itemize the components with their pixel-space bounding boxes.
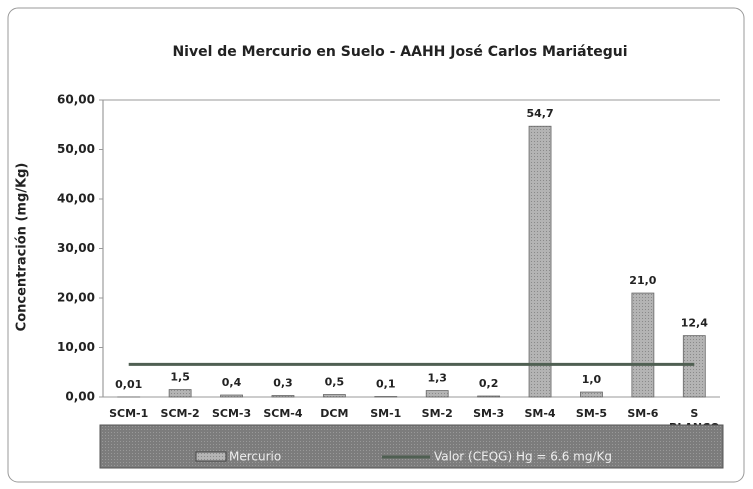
legend-box <box>99 424 724 469</box>
legend-swatch <box>195 451 227 462</box>
bar <box>528 125 552 398</box>
x-tick-label: SM-3 <box>473 407 504 420</box>
data-label: 1,3 <box>427 372 447 385</box>
bar <box>271 395 295 398</box>
data-label: 0,01 <box>115 378 142 391</box>
bar <box>631 292 655 398</box>
y-tick-label: 40,00 <box>57 192 95 206</box>
data-label: 21,0 <box>629 274 656 287</box>
y-tick-label: 20,00 <box>57 291 95 305</box>
x-tick-label: SCM-1 <box>109 407 148 420</box>
x-tick-label: SCM-3 <box>212 407 251 420</box>
x-tick-label: SCM-4 <box>263 407 303 420</box>
bar <box>425 390 449 398</box>
data-label: 0,5 <box>325 376 345 389</box>
data-label: 1,0 <box>582 373 602 386</box>
bar <box>682 335 706 398</box>
x-tick-label: SM-6 <box>627 407 658 420</box>
data-label: 0,4 <box>222 376 242 389</box>
x-tick-label: SM-5 <box>576 407 607 420</box>
y-tick-label: 50,00 <box>57 142 95 156</box>
data-label: 12,4 <box>681 317 708 330</box>
data-label: 54,7 <box>526 107 553 120</box>
x-tick-label: DCM <box>320 407 348 420</box>
x-tick-label: SM-2 <box>422 407 453 420</box>
x-tick-label: SCM-2 <box>161 407 200 420</box>
data-label: 0,1 <box>376 378 396 391</box>
chart-title: Nivel de Mercurio en Suelo - AAHH José C… <box>172 44 627 60</box>
x-tick-label: SM-4 <box>524 407 555 420</box>
y-axis-label: Concentración (mg/Kg) <box>15 163 30 332</box>
bar <box>580 391 603 398</box>
bar <box>220 394 243 398</box>
y-tick-label: 60,00 <box>57 93 95 107</box>
bar <box>168 389 192 398</box>
data-label: 0,3 <box>273 377 293 390</box>
bar <box>322 394 346 398</box>
y-tick-label: 0,00 <box>65 390 95 404</box>
data-label: 0,2 <box>479 377 499 390</box>
legend-label: Valor (CEQG) Hg = 6.6 mg/Kg <box>434 450 612 464</box>
y-tick-label: 30,00 <box>57 241 95 255</box>
data-label: 1,5 <box>170 371 190 384</box>
bar <box>477 395 501 398</box>
y-tick-label: 10,00 <box>57 340 95 354</box>
x-tick-label: SM-1 <box>370 407 401 420</box>
legend-label: Mercurio <box>229 450 281 464</box>
